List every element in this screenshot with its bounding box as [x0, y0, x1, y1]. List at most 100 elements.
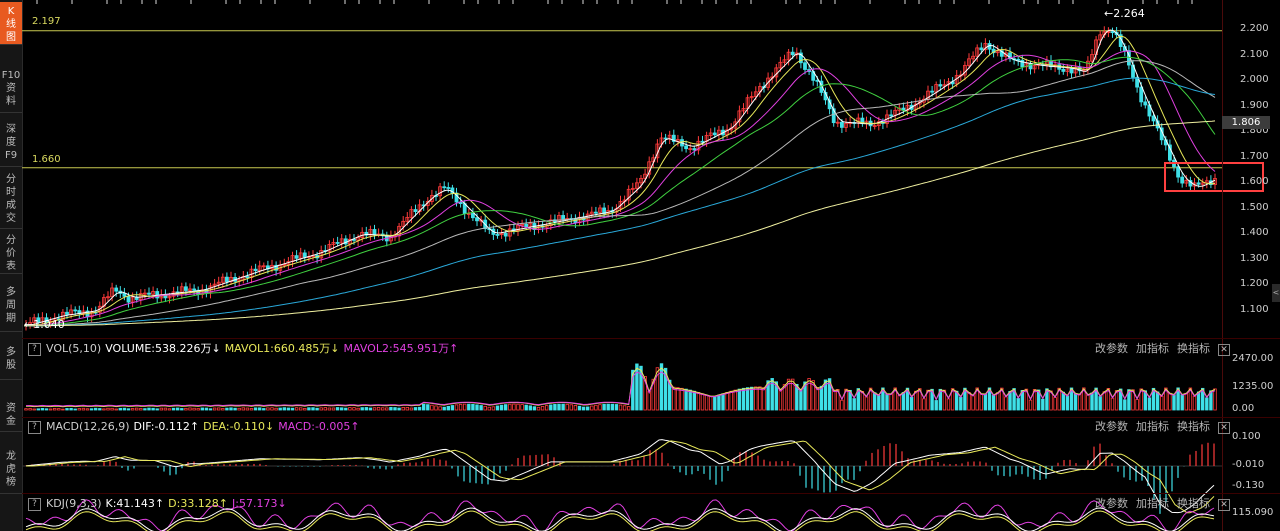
- help-icon[interactable]: ?: [28, 497, 41, 511]
- indicator-tick: 2470.00: [1232, 353, 1274, 364]
- collapse-handle[interactable]: <: [1272, 284, 1280, 302]
- volume-bar: [672, 386, 676, 411]
- sidebar-item-7[interactable]: 资 金: [6, 403, 16, 427]
- volume-bar: [684, 388, 688, 411]
- candle-body: [188, 288, 192, 291]
- volume-bar: [393, 407, 397, 411]
- volume-bar: [717, 394, 721, 411]
- candle-body: [840, 121, 844, 128]
- candle-body: [1069, 68, 1074, 74]
- add-indicator-button[interactable]: 加指标: [1136, 420, 1169, 433]
- volume-bar: [918, 388, 922, 411]
- volume-bar: [1139, 388, 1143, 411]
- indicator-tick: 115.090: [1232, 507, 1274, 518]
- candle-body: [1196, 182, 1201, 185]
- sidebar-item-2[interactable]: 深 度 F9: [4, 124, 18, 161]
- help-icon[interactable]: ?: [28, 342, 41, 356]
- candle-body: [1045, 60, 1049, 66]
- help-icon[interactable]: ?: [28, 420, 41, 434]
- price-tick: 1.500: [1240, 201, 1269, 213]
- change-params-button[interactable]: 改参数: [1095, 420, 1128, 433]
- candle-body: [261, 265, 266, 268]
- volume-bar: [36, 408, 40, 411]
- volume-bar: [885, 393, 889, 411]
- candle-body: [257, 265, 262, 271]
- volume-bar: [668, 379, 672, 411]
- volume-bar: [606, 403, 610, 411]
- volume-bar: [807, 378, 811, 411]
- volume-bar: [204, 407, 209, 411]
- candle-body: [692, 148, 697, 151]
- volume-bar: [241, 407, 245, 411]
- switch-indicator-button[interactable]: 换指标: [1177, 342, 1210, 355]
- kdj-tools: 改参数 加指标 换指标 ✕: [1095, 496, 1238, 512]
- volume-bar: [188, 407, 192, 411]
- price-tick: 1.400: [1240, 227, 1269, 238]
- change-params-button[interactable]: 改参数: [1095, 497, 1128, 510]
- volume-bar: [73, 408, 77, 411]
- sidebar-item-1[interactable]: F10 资 料: [1, 70, 21, 107]
- volume-bar: [118, 407, 122, 411]
- candle-body: [442, 186, 447, 189]
- switch-indicator-button[interactable]: 换指标: [1177, 497, 1210, 510]
- volume-bar: [1205, 397, 1209, 411]
- volume-bar: [565, 403, 569, 411]
- volume-bar: [114, 408, 118, 411]
- candle-body: [1098, 34, 1103, 41]
- volume-bar: [438, 406, 442, 411]
- candle-body: [1180, 176, 1185, 184]
- sidebar-item-8[interactable]: 龙 虎 榜: [6, 451, 16, 488]
- dea-value: DEA:-0.110↓: [203, 420, 275, 433]
- dea-line: [26, 440, 1215, 514]
- volume-bar: [873, 392, 877, 411]
- volume-bar: [540, 406, 545, 411]
- kline-chart[interactable]: [22, 0, 1280, 531]
- volume-bar: [741, 387, 746, 411]
- close-icon[interactable]: ✕: [1218, 344, 1230, 356]
- volume-bar: [294, 407, 299, 411]
- close-icon[interactable]: ✕: [1218, 422, 1230, 434]
- volume-bar: [856, 388, 860, 411]
- volume-bar: [348, 407, 352, 411]
- volume-bar: [889, 393, 893, 411]
- volume-bar: [795, 383, 799, 411]
- volume-bar: [253, 407, 258, 411]
- ma60-line: [24, 60, 1216, 327]
- candle-body: [368, 229, 373, 236]
- volume-bar: [155, 408, 159, 411]
- candle-body: [364, 231, 369, 236]
- volume-bar: [24, 408, 28, 411]
- add-indicator-button[interactable]: 加指标: [1136, 497, 1169, 510]
- volume-bar: [1213, 388, 1217, 411]
- indicator-tick: 0.100: [1232, 431, 1261, 442]
- candle-body: [766, 77, 770, 88]
- volume-bar: [512, 403, 516, 411]
- candle-body: [224, 276, 229, 282]
- sidebar-item-3[interactable]: 分 时 成 交: [6, 174, 16, 224]
- close-icon[interactable]: ✕: [1218, 499, 1230, 511]
- sidebar-item-0[interactable]: K 线 图: [0, 2, 22, 45]
- volume-bar: [171, 407, 176, 411]
- volume-bar: [844, 388, 848, 411]
- sidebar-item-4[interactable]: 分 价 表: [6, 235, 16, 272]
- volume-bar: [192, 407, 196, 411]
- candle-body: [274, 264, 279, 271]
- volume-bar: [368, 407, 373, 411]
- volume-bar: [98, 408, 102, 411]
- add-indicator-button[interactable]: 加指标: [1136, 342, 1169, 355]
- change-params-button[interactable]: 改参数: [1095, 342, 1128, 355]
- sidebar-separator: [0, 493, 22, 494]
- sidebar-item-5[interactable]: 多 周 期: [6, 287, 16, 324]
- switch-indicator-button[interactable]: 换指标: [1177, 420, 1210, 433]
- volume-bar: [32, 408, 36, 411]
- candle-body: [147, 292, 151, 295]
- candle-body: [1143, 101, 1148, 106]
- volume-bar: [1184, 392, 1188, 411]
- volume-bar: [774, 381, 778, 411]
- candle-body: [524, 223, 529, 228]
- volume-bar: [639, 365, 643, 411]
- sidebar-item-6[interactable]: 多 股: [6, 347, 16, 371]
- volume-bar: [221, 408, 225, 411]
- candle-body: [335, 242, 340, 244]
- volume-bar: [122, 407, 127, 411]
